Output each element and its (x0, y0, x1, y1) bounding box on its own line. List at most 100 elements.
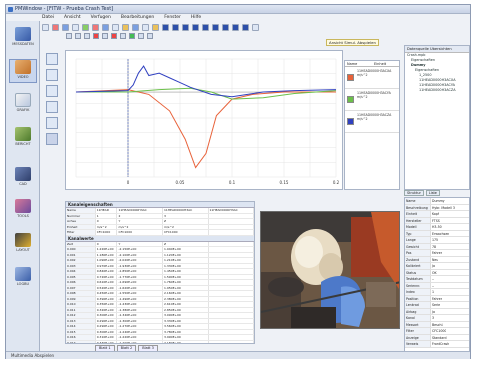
table-cell[interactable] (209, 241, 254, 246)
next-frame-icon[interactable] (232, 23, 239, 31)
tab-liste[interactable]: Liste (425, 190, 440, 196)
tab-struktur[interactable]: Struktur (404, 190, 424, 196)
table-cell[interactable]: -1.200E+00 (117, 340, 163, 343)
table-cell[interactable]: m/s^2 (163, 224, 209, 229)
loop-icon[interactable] (252, 23, 259, 31)
table-cell[interactable]: 1.210E+00 (163, 258, 209, 263)
property-value[interactable]: Neu (432, 257, 439, 262)
table-icon[interactable] (102, 23, 109, 31)
property-value[interactable]: FTSS (432, 218, 440, 223)
property-row[interactable]: Position Fahrer (405, 295, 469, 302)
table-cell[interactable] (209, 324, 254, 329)
table-cell[interactable]: 0.350E+00 (96, 302, 118, 307)
tree-item[interactable]: 11HEAD0000H3ACZA (419, 88, 456, 92)
property-value[interactable]: Standard (432, 335, 447, 340)
view-list-icon[interactable] (46, 101, 58, 113)
table-cell[interactable]: 4.180E+00 (163, 340, 209, 343)
sidebar-item-grafik[interactable]: GRAFIK (9, 93, 37, 117)
table-cell[interactable]: 2.850E+00 (163, 307, 209, 312)
table-row[interactable]: Name 11HEAD 11HEAD0000H3AC 11HEAD0000H3AC 11… (66, 208, 254, 214)
table-cell[interactable] (209, 224, 254, 229)
table-cell[interactable]: -1.220E+00 (117, 335, 163, 340)
table-cell[interactable]: 0.011 (66, 307, 96, 312)
view-single-icon[interactable] (46, 69, 58, 81)
table-cell[interactable] (209, 307, 254, 312)
table-cell[interactable]: 0.450E+00 (96, 291, 118, 296)
tree-item[interactable]: 11HEAD0000H3ACYA (419, 83, 455, 87)
property-row[interactable]: Messart Beschl. (405, 321, 469, 328)
marker-icon[interactable] (93, 33, 99, 39)
series-row[interactable]: 11HEAD0000H3ACXA m/s^2 (345, 67, 399, 89)
table-cell[interactable]: -1.270E+00 (117, 324, 163, 329)
table-cell[interactable]: X (96, 219, 118, 224)
menu-verfugen[interactable]: Verfugen (90, 15, 111, 20)
table-row[interactable]: 0.001 1.180E+00 -2.100E+00 1.120E+00 (66, 252, 254, 258)
table-cell[interactable] (209, 252, 254, 257)
table-cell[interactable]: 11HEAD0000H3AC (209, 208, 254, 213)
table-cell[interactable] (209, 340, 254, 343)
zoom-out-icon[interactable] (75, 33, 81, 39)
table-cell[interactable]: 0.013 (66, 318, 96, 323)
table-cell[interactable] (209, 329, 254, 334)
table-cell[interactable] (209, 247, 254, 252)
property-value[interactable]: Fahrer (432, 296, 443, 301)
table-cell[interactable]: 0.001 (66, 252, 96, 257)
table-cell[interactable]: -2.150E+00 (117, 247, 163, 252)
property-row[interactable]: Lange 175 (405, 237, 469, 244)
table-cell[interactable]: -1.690E+00 (117, 280, 163, 285)
table-cell[interactable]: -2.100E+00 (117, 252, 163, 257)
tree-item[interactable]: 1_2500 (419, 73, 432, 77)
table-cell[interactable] (209, 269, 254, 274)
sidebar-item-bericht[interactable]: BERICHT (9, 127, 37, 151)
menu-hilfe[interactable]: Hilfe (190, 15, 202, 20)
video-icon[interactable] (132, 23, 139, 31)
table-cell[interactable]: 0.005 (66, 274, 96, 279)
table-cell[interactable] (209, 258, 254, 263)
property-row[interactable]: Filter CFC1000 (405, 328, 469, 335)
table-cell[interactable]: 0.970E+00 (96, 263, 118, 268)
camera-icon[interactable] (142, 23, 149, 31)
property-value[interactable]: Ja (432, 264, 435, 268)
menu-ansicht[interactable]: Ansicht (64, 15, 81, 20)
table-cell[interactable]: 0.720E+00 (96, 274, 118, 279)
series-row[interactable]: 11HEAD0000H3ACZA m/s^2 (345, 111, 399, 133)
property-value[interactable]: Fahrer (432, 251, 443, 255)
menu-datei[interactable]: Datei (42, 15, 55, 20)
property-value[interactable]: Hybr. Modell 3 (432, 205, 455, 210)
table-cell[interactable] (209, 335, 254, 340)
table-cell[interactable]: CFC1000 (117, 230, 163, 235)
table-cell[interactable]: 11HEAD (96, 208, 118, 213)
tree-item[interactable]: 11HEAD0000H3ACXA (419, 78, 456, 82)
table-cell[interactable] (209, 302, 254, 307)
table-cell[interactable]: 0.004 (66, 269, 96, 274)
table-cell[interactable]: 0.008 (66, 291, 96, 296)
table-row[interactable]: 0.011 0.320E+00 -1.380E+00 2.850E+00 (66, 307, 254, 313)
menu-bearbeitungen[interactable]: Bearbeitungen (120, 15, 155, 20)
new-file-icon[interactable] (42, 23, 49, 31)
table-cell[interactable]: Filter (66, 230, 96, 235)
last-frame-icon[interactable] (242, 23, 249, 31)
table-cell[interactable]: 0.006 (66, 280, 96, 285)
table-cell[interactable]: -1.490E+00 (117, 296, 163, 301)
table-cell[interactable]: 1.760E+00 (163, 280, 209, 285)
table-cell[interactable]: Achse (66, 219, 96, 224)
table-cell[interactable]: Name (66, 208, 96, 213)
property-row[interactable]: Typ Erwachsen (405, 230, 469, 237)
table-cell[interactable]: Einheit (66, 224, 96, 229)
table-cell[interactable]: 3.090E+00 (163, 313, 209, 318)
table-cell[interactable]: 0.014 (66, 324, 96, 329)
property-value[interactable]: Serie (432, 303, 441, 307)
table-cell[interactable]: -1.430E+00 (117, 302, 163, 307)
table-cell[interactable]: 0.840E+00 (96, 269, 118, 274)
table-row[interactable]: 0.013 0.290E+00 -1.300E+00 3.330E+00 (66, 318, 254, 324)
table-row[interactable]: 0.014 0.290E+00 -1.270E+00 3.560E+00 (66, 324, 254, 330)
property-row[interactable]: Gewicht 78 (405, 243, 469, 250)
table-cell[interactable]: 2 (117, 213, 163, 218)
grid-icon[interactable] (102, 33, 108, 39)
property-value[interactable]: Beschl. (432, 322, 444, 327)
line-chart[interactable]: 0 0.05 0.1 0.15 0.2 (66, 51, 344, 191)
table-cell[interactable] (209, 230, 254, 235)
table-cell[interactable]: 0.330E+00 (96, 340, 118, 343)
table-cell[interactable]: 0.300E+00 (96, 313, 118, 318)
sidebar-item-video[interactable]: VIDEO (9, 59, 37, 83)
